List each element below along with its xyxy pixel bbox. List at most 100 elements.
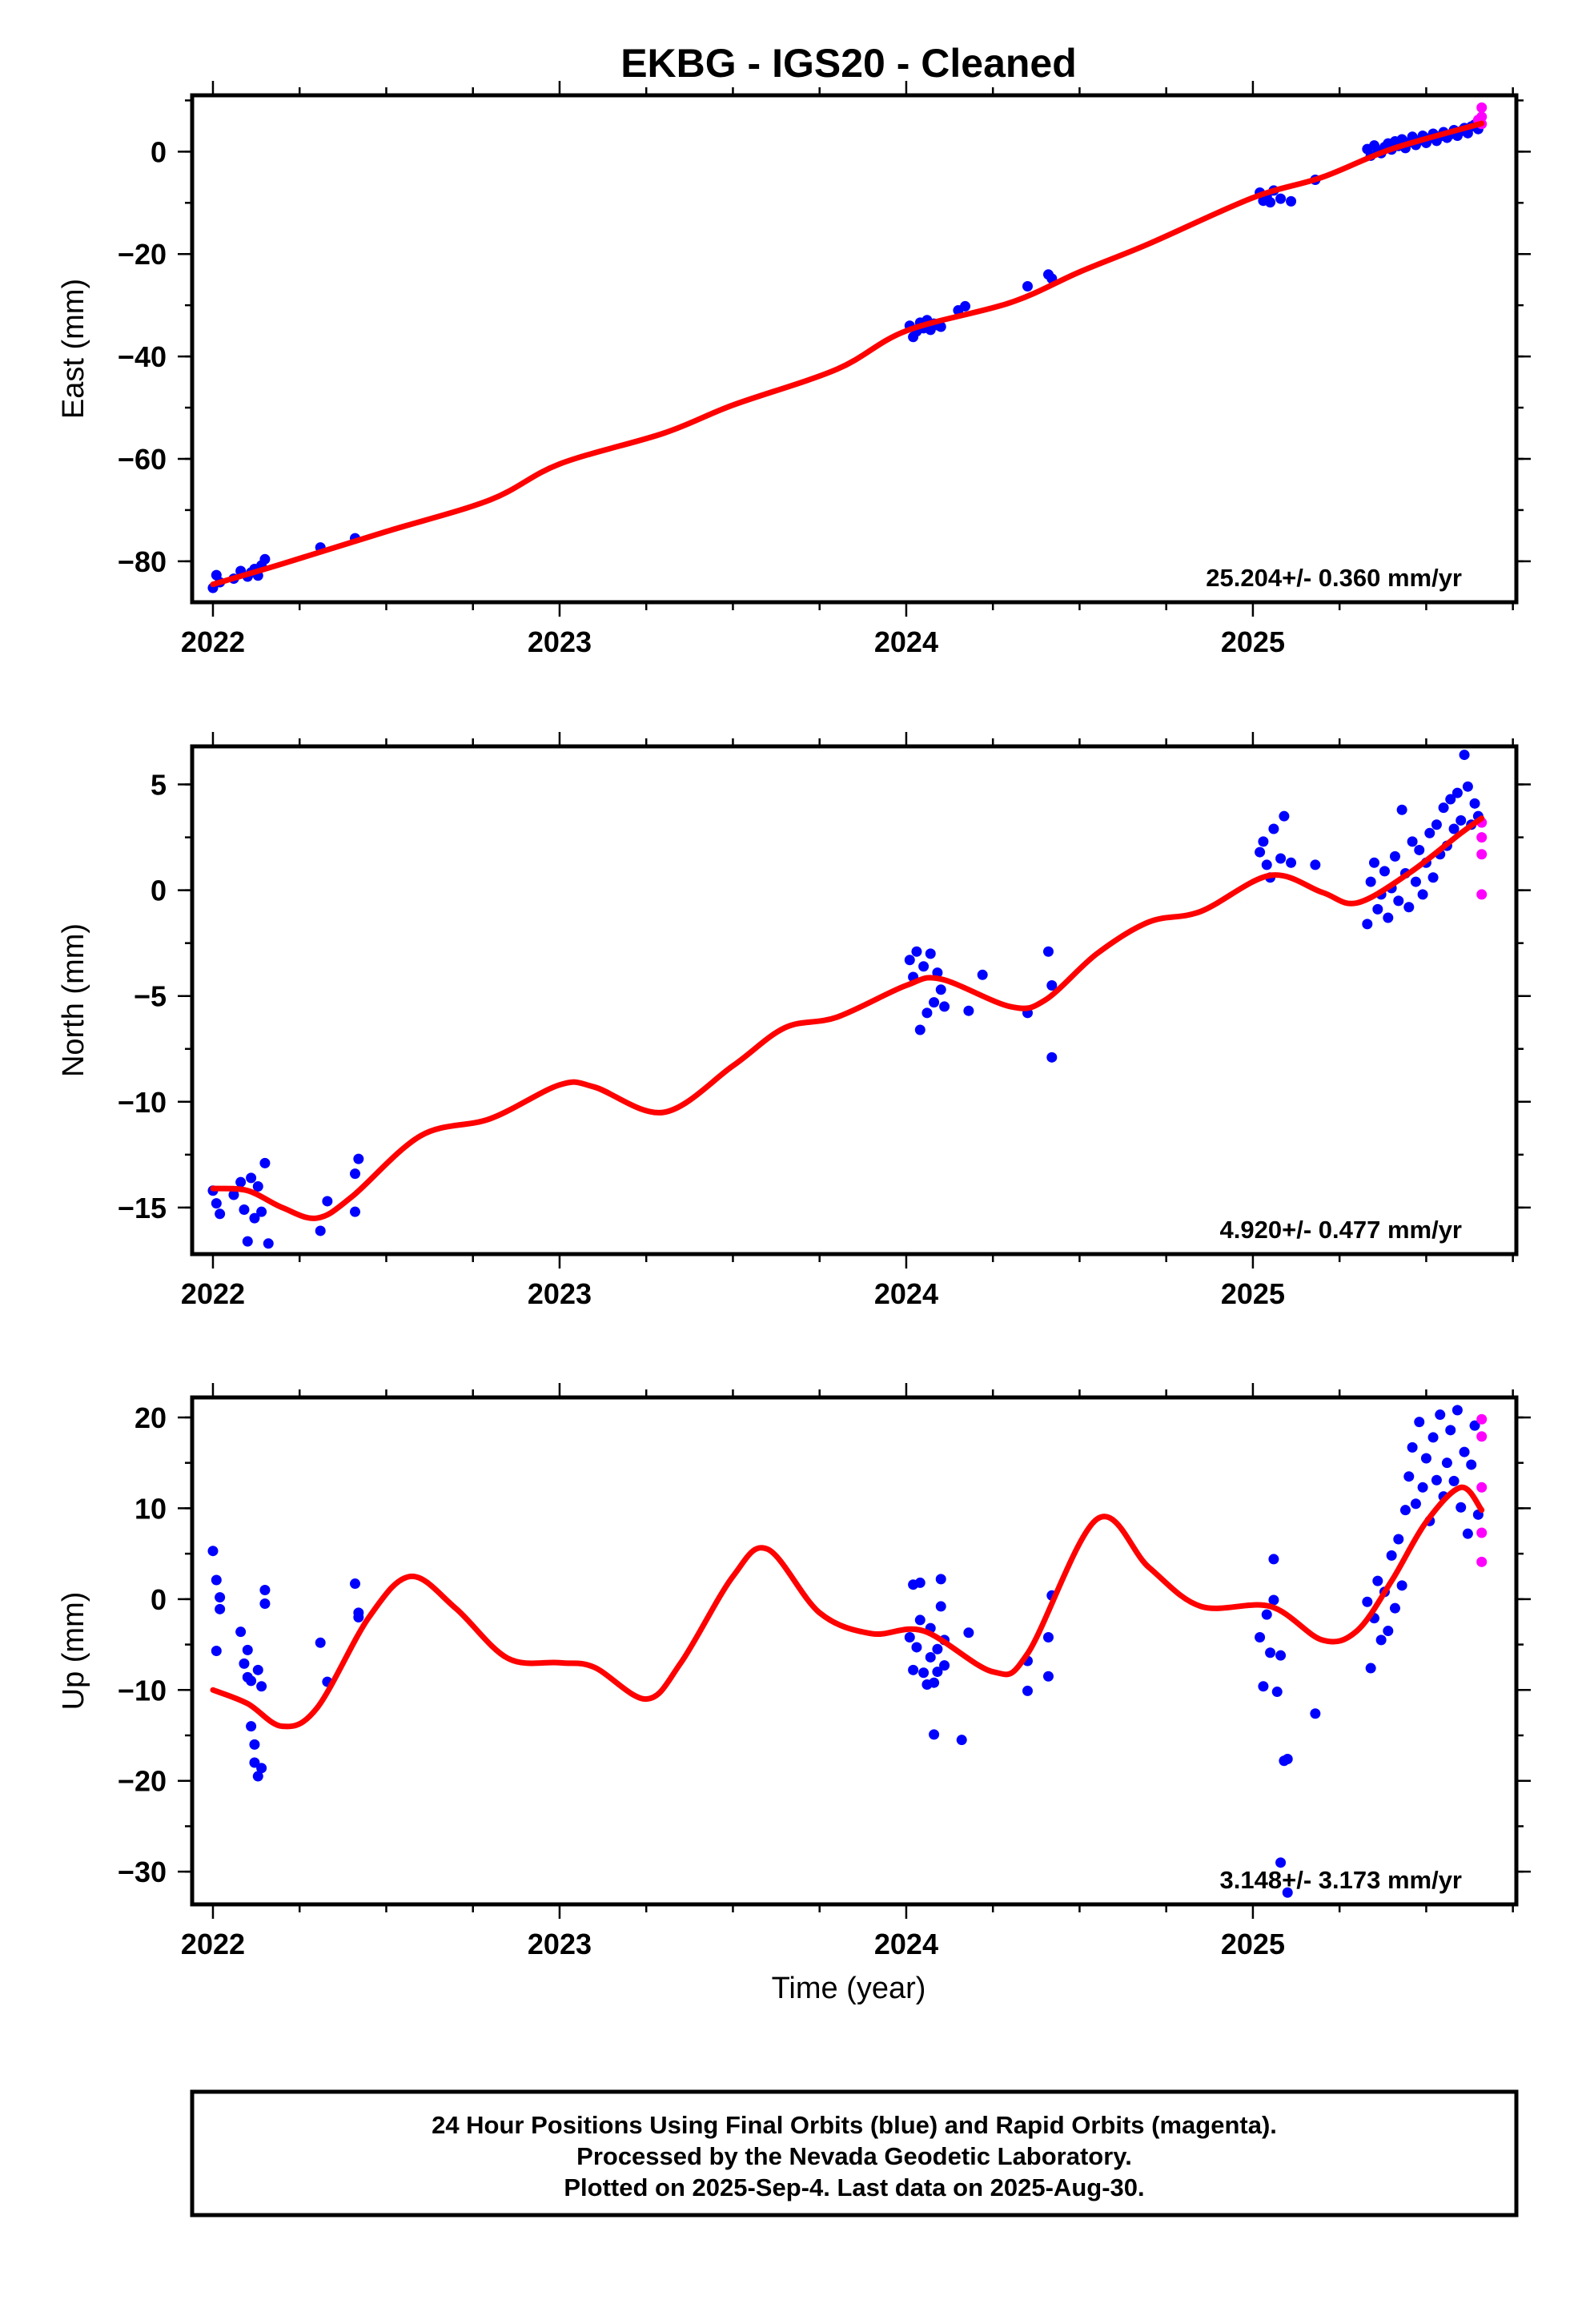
up-final-point (1469, 1420, 1480, 1431)
east-y-tick-label: −60 (118, 443, 167, 476)
north-final-point (1448, 823, 1460, 834)
north-final-point (1046, 980, 1058, 991)
up-y-axis-label: Up (mm) (57, 1592, 90, 1711)
north-final-point (239, 1204, 250, 1216)
footer-line-1: 24 Hour Positions Using Final Orbits (bl… (432, 2111, 1277, 2139)
up-rapid-point (1476, 1431, 1488, 1442)
up-final-point (1383, 1626, 1394, 1637)
east-final-point (1022, 280, 1033, 292)
north-final-point (921, 1007, 933, 1019)
footer-line-3: Plotted on 2025-Sep-4. Last data on 2025… (564, 2173, 1144, 2201)
north-panel: 2022 2023 2024 2025 5 0 −5 −10 −15 North (mm) 4.92… (57, 732, 1531, 1310)
north-y-tick-label: −15 (118, 1192, 167, 1224)
up-final-point (929, 1729, 940, 1740)
up-final-point (315, 1637, 326, 1648)
up-final-point (1396, 1580, 1407, 1591)
up-final-point (242, 1644, 253, 1655)
up-final-point (935, 1601, 946, 1612)
up-rapid-point (1476, 1413, 1488, 1425)
up-y-tick-label: −30 (118, 1856, 167, 1888)
up-final-point (1275, 1650, 1287, 1661)
up-final-point (1445, 1425, 1456, 1436)
up-final-point (252, 1664, 263, 1675)
up-final-point (1282, 1753, 1293, 1764)
up-final-point (1410, 1498, 1421, 1510)
up-final-point (1042, 1631, 1054, 1642)
up-final-point (249, 1739, 260, 1750)
north-final-point (1407, 836, 1418, 847)
up-x-tick-label: 2022 (181, 1928, 245, 1960)
north-plot-frame (190, 744, 1519, 1256)
up-final-point (256, 1681, 267, 1692)
up-rate-label: 3.148+/- 3.173 mm/yr (1220, 1866, 1462, 1894)
north-final-point (925, 948, 936, 959)
north-fit-line (210, 815, 1485, 1221)
north-rapid-point (1476, 849, 1488, 860)
up-final-point (1389, 1602, 1400, 1614)
north-final-point (1456, 814, 1467, 826)
up-final-point (1466, 1459, 1477, 1470)
north-final-point (1261, 859, 1272, 870)
north-final-point (235, 1176, 247, 1188)
up-final-point (1261, 1609, 1272, 1620)
north-y-tick-label: −10 (118, 1086, 167, 1119)
north-final-point (1438, 802, 1449, 814)
up-final-point (1399, 1505, 1411, 1516)
north-final-point (1393, 895, 1404, 907)
up-plot-area (207, 1405, 1488, 1898)
east-final-point (1275, 193, 1287, 204)
east-plot-frame (190, 93, 1519, 605)
north-final-point (1462, 781, 1473, 792)
up-final-point (1448, 1475, 1460, 1486)
north-final-point (1431, 819, 1442, 830)
north-final-point (1372, 903, 1383, 915)
up-y-tick-label: −10 (118, 1674, 167, 1707)
north-final-point (259, 1157, 271, 1168)
up-rapid-point (1476, 1527, 1488, 1538)
north-rapid-point (1476, 889, 1488, 900)
east-final-point (259, 553, 271, 565)
up-x-tick-label: 2024 (874, 1928, 938, 1960)
up-final-point (911, 1642, 922, 1653)
up-final-point (246, 1675, 257, 1687)
north-final-point (911, 946, 922, 957)
up-final-point (1403, 1471, 1415, 1482)
up-final-point (1268, 1554, 1279, 1565)
east-panel: 2022 2023 2024 2025 0 −20 −40 −60 −80 East (mm) 25… (57, 81, 1531, 658)
up-final-point (256, 1763, 267, 1774)
up-final-point (1420, 1453, 1431, 1464)
north-plot-area (207, 750, 1488, 1249)
north-final-point (977, 969, 988, 980)
up-final-point (207, 1546, 219, 1557)
north-final-point (350, 1206, 361, 1217)
north-final-point (242, 1236, 253, 1247)
up-final-point (1431, 1474, 1442, 1486)
north-final-point (1414, 844, 1425, 855)
east-fit-line (210, 120, 1485, 588)
up-final-point (908, 1664, 919, 1675)
up-final-point (259, 1584, 271, 1595)
up-final-point (963, 1627, 974, 1638)
north-final-point (1268, 823, 1279, 834)
up-final-point (939, 1660, 950, 1671)
up-final-point (1365, 1663, 1376, 1674)
north-y-tick-label: 5 (151, 769, 167, 802)
north-final-point (350, 1168, 361, 1180)
north-final-point (1275, 853, 1287, 864)
up-final-point (211, 1646, 222, 1656)
north-final-point (1452, 787, 1463, 798)
north-final-point (939, 1001, 950, 1012)
up-y-tick-label: 0 (151, 1583, 167, 1616)
up-final-point (239, 1658, 250, 1669)
north-final-point (246, 1172, 257, 1184)
north-final-point (1379, 866, 1390, 877)
north-final-point (935, 984, 946, 995)
up-final-point (1407, 1441, 1418, 1453)
north-y-tick-label: −5 (134, 980, 167, 1013)
up-final-point (1462, 1528, 1473, 1539)
up-final-point (1275, 1857, 1287, 1868)
east-final-point (1286, 195, 1297, 207)
east-plot-area (207, 102, 1488, 593)
north-final-point (1389, 850, 1400, 862)
